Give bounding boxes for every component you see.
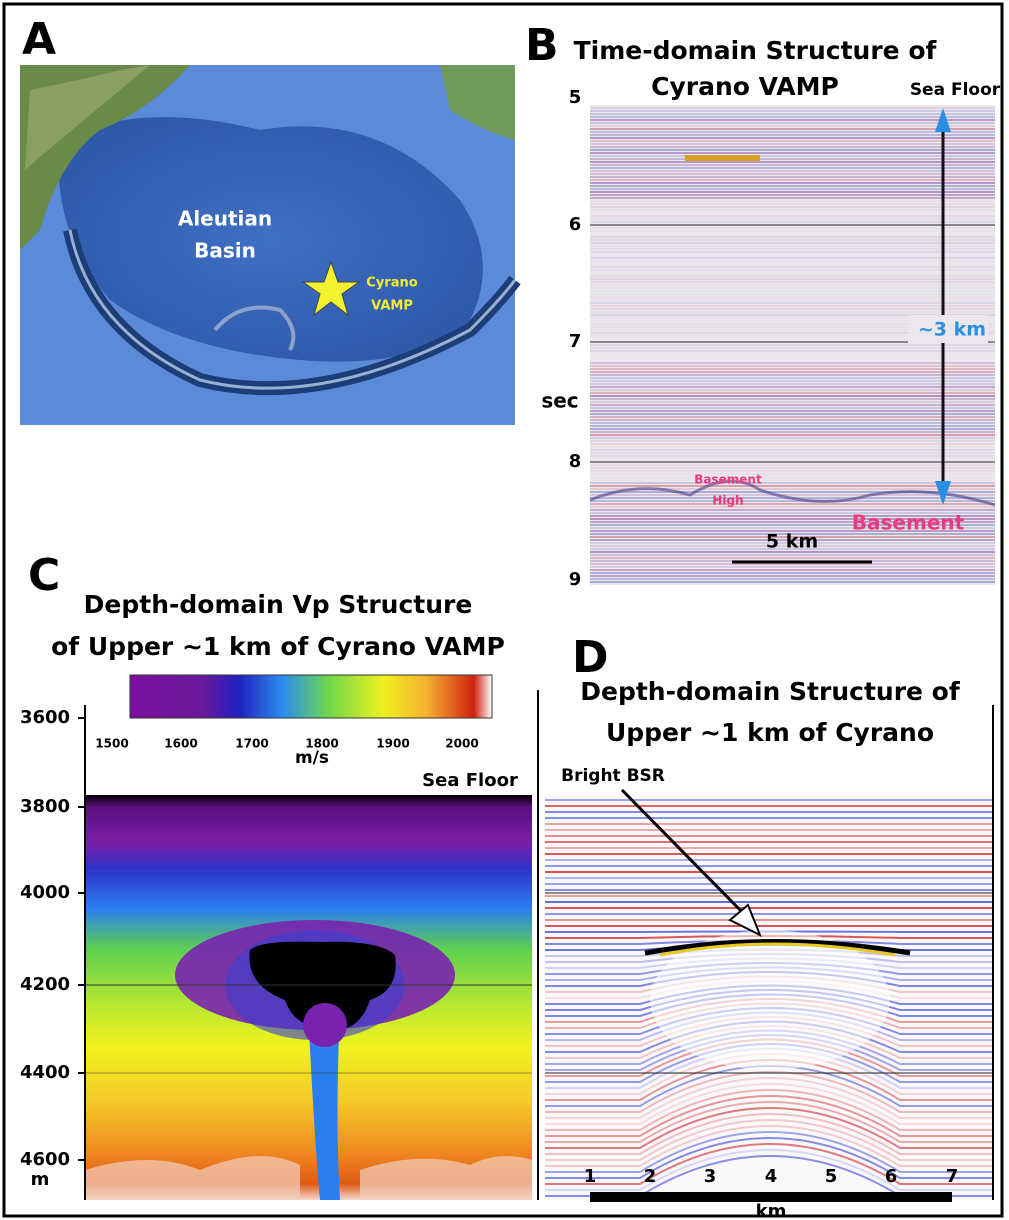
- colorbar-tick-label: 1600: [164, 737, 197, 751]
- map-label: Basin: [194, 239, 256, 263]
- y-tick-label: 8: [569, 451, 582, 472]
- axis-unit: sec: [541, 389, 578, 413]
- colorbar-tick-label: 2000: [445, 737, 478, 751]
- panel-title: Depth-domain Structure of: [580, 677, 961, 706]
- site-label: VAMP: [371, 299, 413, 314]
- colorbar-tick-label: 1500: [95, 737, 128, 751]
- panel-label: C: [28, 550, 60, 601]
- x-tick-label: 7: [946, 1166, 959, 1187]
- x-tick-label: 6: [885, 1166, 898, 1187]
- y-tick-label: 7: [569, 331, 582, 352]
- colorbar-tick-label: 1900: [376, 737, 409, 751]
- panel-title: Cyrano VAMP: [651, 72, 839, 101]
- map-label: Aleutian: [178, 207, 272, 231]
- panel-title: Time-domain Structure of: [574, 36, 938, 65]
- x-tick-label: 5: [825, 1166, 838, 1187]
- y-tick-label: 4600: [20, 1149, 70, 1170]
- axis-unit: km: [756, 1201, 787, 1220]
- y-tick-label: 4200: [20, 974, 70, 995]
- x-tick-label: 1: [584, 1166, 597, 1187]
- annotation: Bright BSR: [561, 766, 665, 786]
- annotation: Basement: [694, 473, 762, 487]
- annotation: Sea Floor: [422, 770, 518, 791]
- x-tick-label: 3: [704, 1166, 717, 1187]
- y-tick-label: 9: [569, 569, 582, 590]
- annotation: Basement: [852, 511, 965, 535]
- velocity-image: [85, 795, 532, 1200]
- scale-label: 5 km: [766, 531, 818, 553]
- site-label: Cyrano: [366, 276, 417, 291]
- panel-label: B: [525, 20, 559, 71]
- y-tick-label: 5: [569, 87, 582, 108]
- panel-label: D: [572, 632, 609, 683]
- axis-unit: m: [31, 1169, 50, 1190]
- panel-title: Upper ~1 km of Cyrano: [606, 718, 934, 747]
- x-tick-label: 4: [765, 1166, 778, 1187]
- annotation: ~3 km: [918, 319, 986, 341]
- y-tick-label: 4000: [20, 882, 70, 903]
- panel-label: A: [22, 14, 56, 65]
- panel-title: of Upper ~1 km of Cyrano VAMP: [51, 632, 505, 661]
- map: [20, 65, 515, 425]
- annotation: Sea Floor: [910, 80, 1001, 100]
- colorbar: [130, 675, 492, 718]
- y-tick-label: 3600: [20, 707, 70, 728]
- bright-spot: [685, 155, 760, 161]
- colorbar-tick-label: 1700: [235, 737, 268, 751]
- colorbar-unit: m/s: [295, 748, 329, 768]
- panel-title: Depth-domain Vp Structure: [84, 590, 473, 619]
- colorbar-tick-label: 1800: [305, 737, 338, 751]
- figure: A Aleutian Basin Cyrano VAMP B Time-doma…: [0, 0, 1009, 1220]
- depth-section: [545, 795, 993, 1200]
- x-tick-label: 2: [644, 1166, 657, 1187]
- y-tick-label: 3800: [20, 796, 70, 817]
- annotation: High: [712, 494, 743, 508]
- y-tick-label: 4400: [20, 1062, 70, 1083]
- y-tick-label: 6: [569, 214, 582, 235]
